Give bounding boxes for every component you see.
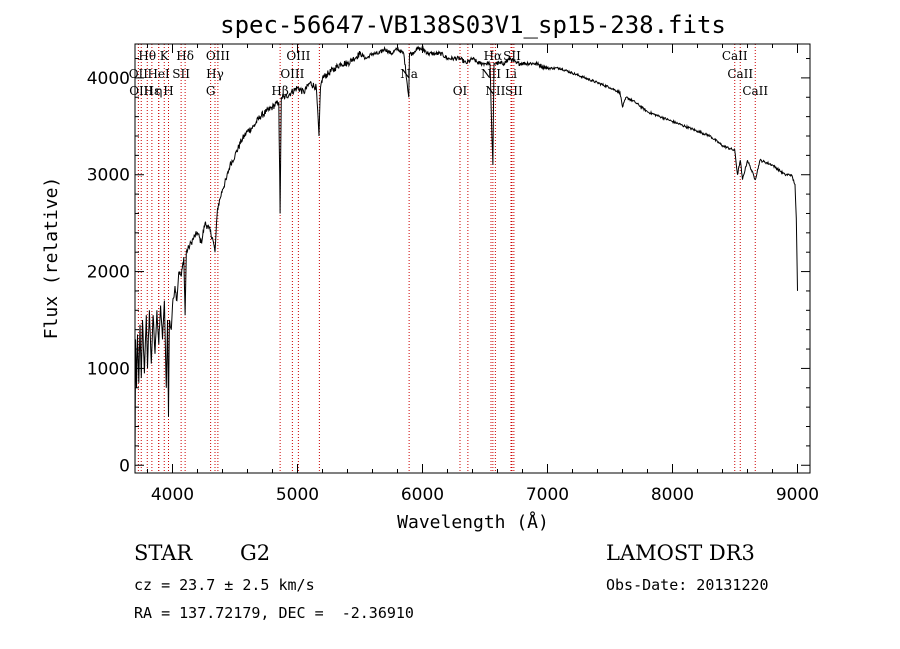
spectral-line-label: K bbox=[160, 49, 170, 63]
spectral-line-label: SII bbox=[503, 49, 521, 63]
redshift-text: cz = 23.7 ± 2.5 km/s bbox=[134, 576, 315, 594]
x-tick-label: 6000 bbox=[401, 485, 444, 505]
y-tick-label: 3000 bbox=[87, 166, 130, 186]
y-tick-label: 1000 bbox=[87, 359, 130, 379]
x-axis-label: Wavelength (Å) bbox=[397, 511, 549, 533]
spectral-line-label: OIII bbox=[280, 67, 304, 81]
spectral-line-label: OIII bbox=[129, 84, 153, 98]
spectral-line-label: Hβ bbox=[271, 84, 288, 98]
flux-series-line bbox=[134, 45, 798, 466]
y-tick-label: 2000 bbox=[87, 263, 130, 283]
spectral-line-label: Hθ bbox=[138, 49, 156, 63]
spectral-line-label: η bbox=[155, 84, 162, 98]
spectral-line-label: Li bbox=[505, 67, 517, 81]
object-subclass: G2 bbox=[240, 541, 270, 565]
obs-date-text: Obs-Date: 20131220 bbox=[606, 576, 769, 594]
x-tick-label: 8000 bbox=[651, 485, 694, 505]
object-class: STAR bbox=[134, 541, 193, 565]
spectral-line-label: CaII bbox=[722, 49, 748, 63]
y-tick-label: 0 bbox=[119, 456, 130, 476]
spectral-line-label: OII bbox=[129, 67, 149, 81]
y-axis-ticks: 0 1000 2000 3000 4000 bbox=[87, 58, 810, 476]
spectral-line-label: OIII bbox=[206, 49, 230, 63]
spectral-line-label: NII bbox=[485, 84, 505, 98]
x-axis-ticks: 4000 5000 6000 7000 8000 9000 bbox=[147, 44, 819, 505]
spectral-line-markers bbox=[137, 44, 756, 473]
spectral-line-label: HeI bbox=[147, 67, 170, 81]
survey-name: LAMOST DR3 bbox=[606, 541, 755, 565]
spectral-line-label: G bbox=[206, 84, 216, 98]
chart-title: spec-56647-VB138S03V1_sp15-238.fits bbox=[220, 11, 726, 39]
spectral-line-label: Hα bbox=[484, 49, 503, 63]
x-tick-label: 4000 bbox=[151, 485, 194, 505]
x-tick-label: 9000 bbox=[776, 485, 819, 505]
spectral-line-label: SII bbox=[505, 84, 523, 98]
spectral-line-label: CaII bbox=[727, 67, 753, 81]
spectral-line-label: SII bbox=[172, 67, 190, 81]
x-tick-label: 7000 bbox=[526, 485, 569, 505]
spectral-line-label: Hγ bbox=[206, 67, 224, 81]
spectral-line-label: Hε bbox=[144, 84, 161, 98]
coords-text: RA = 137.72179, DEC = -2.36910 bbox=[134, 604, 414, 622]
spectral-line-label: NII bbox=[481, 67, 501, 81]
y-tick-label: 4000 bbox=[87, 69, 130, 89]
spectral-line-label: Hδ bbox=[176, 49, 194, 63]
spectral-line-label: OI bbox=[453, 84, 468, 98]
spectral-line-label: CaII bbox=[742, 84, 768, 98]
y-axis-label: Flux (relative) bbox=[41, 177, 62, 340]
spectral-line-label: Na bbox=[400, 67, 418, 81]
x-tick-label: 5000 bbox=[276, 485, 319, 505]
plot-frame bbox=[134, 43, 811, 474]
spectral-line-label: H bbox=[163, 84, 173, 98]
spectral-line-label: OIII bbox=[286, 49, 310, 63]
